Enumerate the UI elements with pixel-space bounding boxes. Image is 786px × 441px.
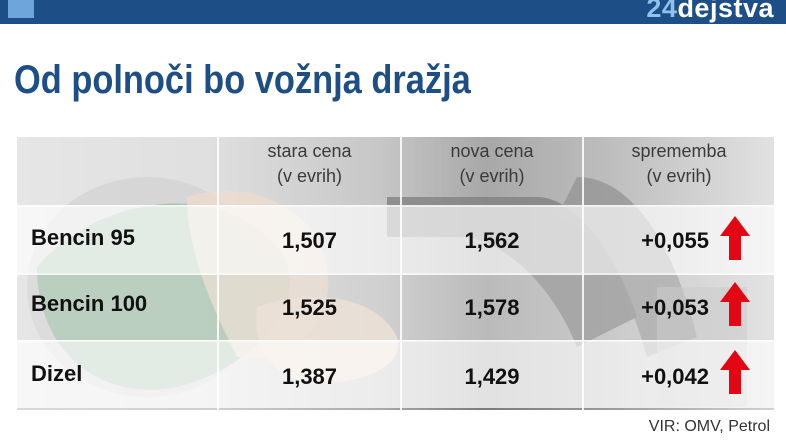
column-divider [217,137,219,410]
change-value: +0,053 [641,295,709,320]
column-divider [582,137,584,410]
column-header-line: sprememba [631,141,727,161]
up-arrow-icon [720,282,750,326]
change-value: +0,055 [641,228,709,253]
row-band [17,342,774,408]
column-header-line: nova cena [450,141,534,161]
brand-logo: 24dejstva [646,0,774,24]
old-price-value: 1,507 [281,228,338,253]
row-divider [17,340,774,342]
column-header-unit: (v evrih) [646,166,712,186]
new-price-value: 1,429 [464,364,520,389]
column-header-unit: (v evrih) [276,166,342,186]
source-note: VIR: OMV, Petrol [648,418,770,435]
old-price-value: 1,525 [281,295,338,320]
price-table: stara cena (v evrih) nova cena (v evrih)… [17,137,774,410]
column-header-old-price: stara cena (v evrih) [219,139,400,189]
row-band [17,275,774,341]
column-divider [400,137,402,410]
new-price-value: 1,562 [464,228,520,253]
up-arrow-icon [720,216,750,260]
row-divider [17,205,774,207]
up-arrow-icon [720,350,750,394]
page-title: Od polnoči bo vožnja dražja [14,58,471,102]
column-header-unit: (v evrih) [459,166,525,186]
header-bar: 24dejstva [0,0,786,24]
column-header-change: sprememba (v evrih) [584,139,774,189]
fuel-label: Bencin 100 [31,291,148,316]
column-header-new-price: nova cena (v evrih) [402,139,582,189]
old-price-value: 1,387 [281,364,338,389]
fuel-label: Bencin 95 [31,225,135,250]
row-band [17,207,774,273]
header-row-band [17,137,774,205]
new-price-value: 1,578 [464,295,520,320]
row-divider [17,273,774,275]
change-value: +0,042 [641,364,709,389]
brand-word: dejstva [677,0,774,23]
header-accent-square [8,0,34,18]
brand-number: 24 [646,0,678,23]
column-header-line: stara cena [267,141,352,161]
fuel-label: Dizel [31,361,83,386]
